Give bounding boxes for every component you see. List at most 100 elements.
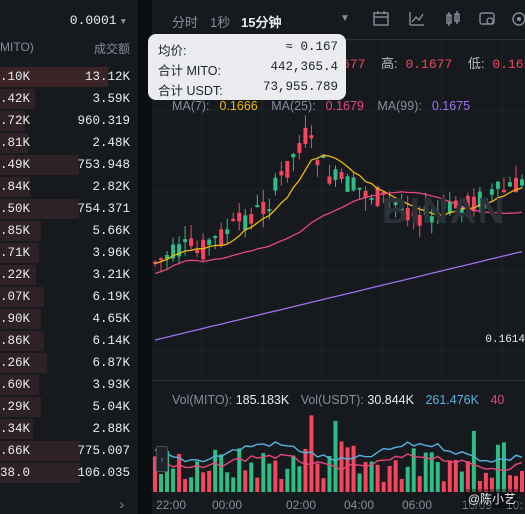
volume-bar bbox=[207, 470, 212, 492]
row-quantity: .81K bbox=[0, 136, 31, 150]
order-book-row[interactable]: .85K 5.66K bbox=[0, 220, 138, 242]
order-book-row[interactable]: .07K 6.19K bbox=[0, 286, 138, 308]
volume-bar bbox=[297, 466, 302, 492]
volume-bar bbox=[471, 430, 476, 492]
candle-body bbox=[477, 191, 482, 208]
order-book-row[interactable]: .86K 6.14K bbox=[0, 330, 138, 352]
candle-style-icon[interactable] bbox=[444, 10, 462, 28]
precision-select[interactable]: 0.0001 ▼ bbox=[70, 13, 126, 28]
volume-bar bbox=[195, 461, 200, 492]
volume-bar bbox=[411, 448, 416, 492]
order-book-footer: › bbox=[0, 492, 138, 514]
candle-body bbox=[465, 195, 470, 208]
panel-divider[interactable] bbox=[138, 0, 152, 514]
ma99-label: MA(99): bbox=[377, 99, 422, 113]
depth-bar bbox=[0, 419, 34, 439]
candle-body bbox=[363, 191, 368, 198]
candle-body bbox=[369, 197, 374, 200]
order-book-row[interactable]: 38.0 106.035 bbox=[0, 462, 138, 484]
row-quantity: .66K bbox=[0, 444, 31, 458]
depth-bar bbox=[0, 133, 28, 153]
order-book-row[interactable]: .66K 775.007 bbox=[0, 440, 138, 462]
row-volume: 754.371 bbox=[77, 202, 130, 216]
calendar-settings-icon[interactable] bbox=[372, 10, 390, 28]
row-quantity: .72K bbox=[0, 114, 31, 128]
volume-bar bbox=[417, 476, 422, 492]
order-book-row[interactable]: .72K 960.319 bbox=[0, 110, 138, 132]
candle-body bbox=[309, 135, 314, 139]
volume-bar bbox=[507, 475, 512, 492]
row-quantity: .50K bbox=[0, 202, 31, 216]
candlestick-chart[interactable] bbox=[152, 40, 525, 380]
depth-bar bbox=[0, 67, 108, 87]
candle-body bbox=[273, 177, 278, 191]
candle-body bbox=[231, 218, 236, 221]
more-icon[interactable] bbox=[510, 10, 525, 28]
depth-bar bbox=[0, 353, 47, 373]
volume-legend: Vol(MITO): 185.183K Vol(USDT): 30.844K 2… bbox=[172, 393, 504, 407]
order-book-row[interactable]: .50K 754.371 bbox=[0, 198, 138, 220]
volume-bar bbox=[387, 465, 392, 492]
timeframe-dropdown-icon[interactable]: ▼ bbox=[340, 13, 350, 24]
order-book-row[interactable]: .29K 5.04K bbox=[0, 396, 138, 418]
row-volume: 6.14K bbox=[92, 334, 130, 348]
order-book-row[interactable]: .10K 13.12K bbox=[0, 66, 138, 88]
order-book-row[interactable]: .22K 3.21K bbox=[0, 264, 138, 286]
order-book-row[interactable]: .34K 2.88K bbox=[0, 418, 138, 440]
time-tick: 02:00 bbox=[286, 498, 317, 512]
candle-body bbox=[261, 201, 266, 214]
tab-time-share[interactable]: 分时 bbox=[172, 15, 199, 30]
row-volume: 5.66K bbox=[92, 224, 130, 238]
tooltip-sum-usdt-row: 合计 USDT: 73,955.789 bbox=[158, 80, 338, 100]
author-credit: @陈小艺 bbox=[464, 489, 519, 508]
collapse-handle[interactable]: › bbox=[156, 446, 168, 472]
ohlc-low-label: 低: bbox=[467, 56, 485, 71]
volume-bar bbox=[243, 470, 248, 492]
volume-bar bbox=[279, 478, 284, 492]
row-quantity: .49K bbox=[0, 158, 31, 172]
order-book-row[interactable]: .81K 2.48K bbox=[0, 132, 138, 154]
volume-ma-line-1 bbox=[154, 441, 523, 463]
depth-bar bbox=[0, 155, 79, 175]
chart-settings-icon[interactable] bbox=[478, 10, 496, 28]
indicator-icon[interactable] bbox=[408, 10, 426, 28]
row-quantity: .42K bbox=[0, 92, 31, 106]
tab-1s[interactable]: 1秒 bbox=[210, 15, 231, 30]
candle-body bbox=[513, 177, 518, 193]
volume-bar bbox=[255, 477, 260, 492]
tooltip-avg-label: 均价: bbox=[158, 44, 187, 58]
order-book-row[interactable]: .49K 753.948 bbox=[0, 154, 138, 176]
vol-ma-value-2: 40 bbox=[490, 393, 505, 407]
row-volume: 3.21K bbox=[92, 268, 130, 282]
volume-chart[interactable] bbox=[152, 382, 525, 492]
candle-body bbox=[399, 206, 404, 211]
depth-bar bbox=[0, 397, 42, 417]
candle-body bbox=[459, 205, 464, 217]
order-book-row[interactable]: .60K 3.93K bbox=[0, 374, 138, 396]
volume-bar bbox=[159, 473, 164, 492]
ohlc-readout: 677 高: 0.1677 低: 0.1657 bbox=[342, 53, 525, 72]
candle-body bbox=[483, 198, 488, 207]
volume-bar bbox=[225, 472, 230, 492]
tooltip-sum-mito-label: 合计 MITO: bbox=[158, 64, 221, 78]
candle-body bbox=[351, 177, 356, 191]
volume-bar bbox=[213, 449, 218, 492]
ohlc-low-value: 0.1657 bbox=[492, 57, 525, 72]
order-book-row[interactable]: .71K 3.96K bbox=[0, 242, 138, 264]
col-quantity-header: MITO) bbox=[0, 40, 34, 54]
tab-15m[interactable]: 15分钟 bbox=[241, 15, 282, 30]
row-quantity: .60K bbox=[0, 378, 31, 392]
row-quantity: .71K bbox=[0, 246, 31, 260]
order-book-row[interactable]: .26K 6.87K bbox=[0, 352, 138, 374]
depth-bar bbox=[0, 199, 79, 219]
chevron-right-icon[interactable]: › bbox=[119, 496, 124, 512]
row-quantity: .84K bbox=[0, 180, 31, 194]
volume-bar bbox=[327, 455, 332, 492]
candle-body bbox=[357, 187, 362, 190]
order-book-row[interactable]: .84K 2.82K bbox=[0, 176, 138, 198]
order-book-row[interactable]: .42K 3.59K bbox=[0, 88, 138, 110]
row-quantity: .85K bbox=[0, 224, 31, 238]
candle-body bbox=[327, 176, 332, 184]
order-book: 0.0001 ▼ MITO) 成交额 .10K 13.12K .42K 3.59K .72… bbox=[0, 0, 138, 514]
order-book-row[interactable]: .90K 4.65K bbox=[0, 308, 138, 330]
